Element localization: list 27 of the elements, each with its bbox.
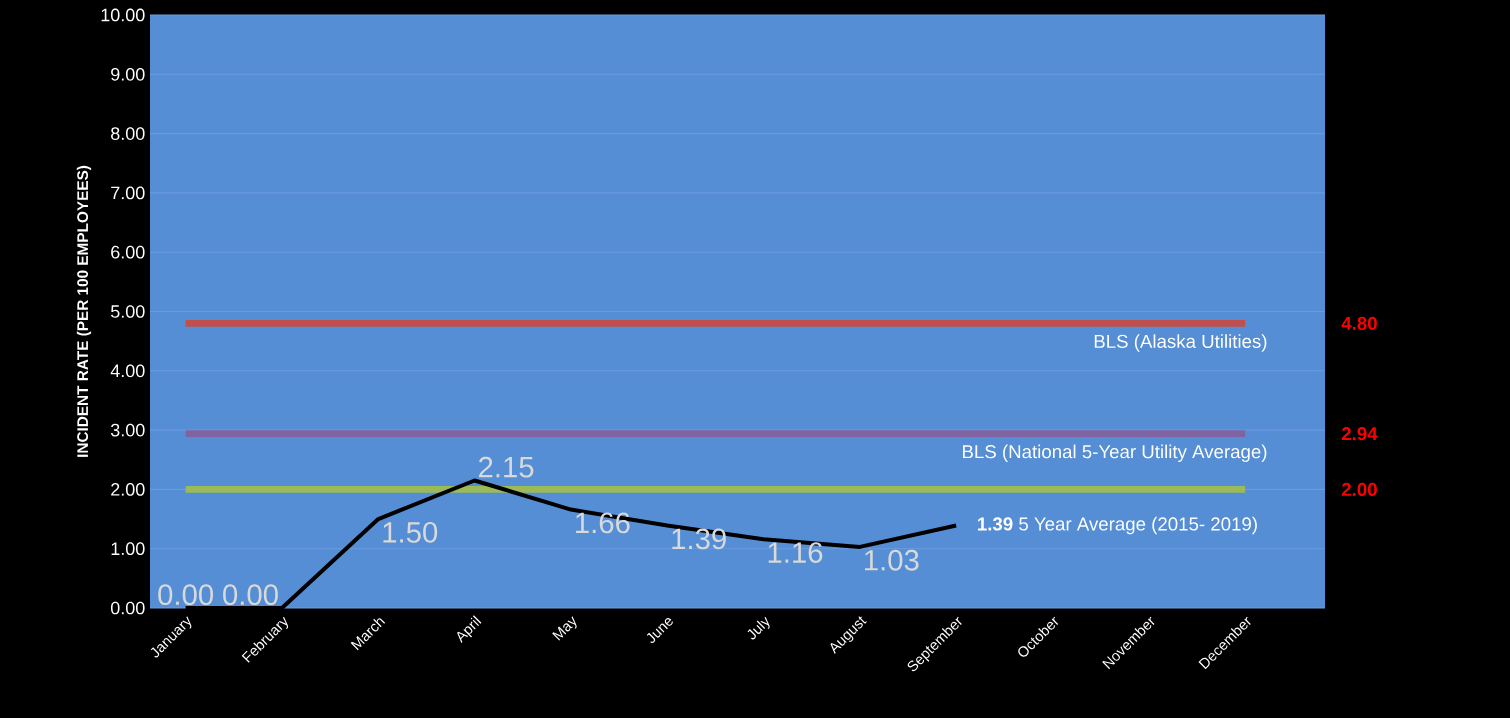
annotation: 1.39 5 Year Average (2015- 2019): [978, 516, 1257, 535]
y-tick-label: 3.00: [110, 423, 145, 437]
data-label: 1.50: [383, 521, 438, 543]
data-label: 0.00: [223, 584, 278, 606]
x-tick-label: July: [747, 616, 770, 640]
y-tick-label: 9.00: [111, 67, 145, 81]
y-tick-label: 7.00: [111, 186, 145, 200]
text: 4.80: [1341, 316, 1377, 330]
ref-line-label: BLS (National 5-Year Utility Average): [963, 444, 1267, 462]
y-tick-label: 6.00: [111, 245, 145, 259]
y-tick-label: 1.00: [111, 542, 145, 556]
data-label: 1.66: [576, 512, 630, 534]
y-tick-label: 0.00: [110, 601, 145, 615]
y-tick-label: 4.00: [110, 364, 145, 378]
data-label: 1.16: [768, 542, 823, 563]
data-label: 1.03: [865, 549, 919, 571]
data-label: 1.39: [672, 528, 726, 550]
y-tick-label: 10.00: [101, 8, 145, 22]
y-tick-label: 2.00: [111, 483, 145, 496]
data-label: 2.15: [478, 456, 534, 478]
text: 2.94: [1341, 427, 1378, 441]
text: 2.00: [1341, 482, 1377, 497]
y-axis-title: INCIDENT RATE (PER 100 EMPLOYEES): [76, 165, 92, 457]
y-tick-label: 8.00: [111, 127, 145, 140]
ref-line-label: BLS (Alaska Utilities): [1094, 334, 1267, 352]
data-label: 0.00: [158, 584, 214, 606]
y-tick-label: 5.00: [110, 305, 145, 318]
